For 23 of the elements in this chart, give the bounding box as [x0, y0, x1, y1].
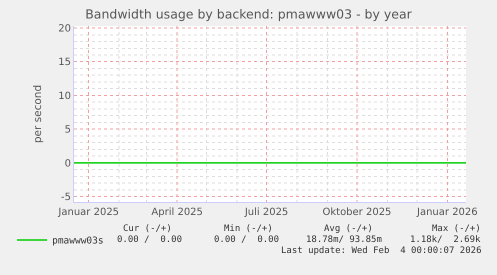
- x-tick-label: Januar 2026: [416, 207, 478, 218]
- y-tick-label: 0: [64, 158, 71, 170]
- y-tick-label: 15: [58, 57, 71, 68]
- y-tick-label: 10: [58, 90, 71, 102]
- x-tick-label: Oktober 2025: [322, 207, 392, 218]
- text: Cur (-/+): [123, 224, 172, 234]
- x-tick-label: Juli 2025: [244, 207, 288, 218]
- text: 1.18k/ 2.69k: [410, 235, 482, 245]
- chart-title: Bandwidth usage by backend: pmawww03 - by year: [85, 6, 413, 22]
- y-axis-title: per second: [32, 84, 44, 144]
- legend-label: pmawww03s: [52, 236, 104, 247]
- text: Min (-/+): [224, 224, 273, 234]
- text: Avg (-/+): [324, 224, 373, 234]
- text: Max (-/+): [432, 224, 481, 234]
- text: Last update: Wed Feb 4 00:00:07 2026: [281, 246, 482, 256]
- x-tick-label: Januar 2025: [57, 207, 120, 218]
- y-tick-label: 20: [58, 24, 71, 35]
- y-tick-label: -5: [61, 192, 71, 204]
- text: 0.00 / 0.00: [214, 235, 280, 245]
- x-tick-label: April 2025: [151, 207, 203, 218]
- text: 0.00 / 0.00: [117, 235, 182, 245]
- y-tick-label: 5: [64, 124, 71, 136]
- text: 18.78m/ 93.85m: [306, 235, 382, 245]
